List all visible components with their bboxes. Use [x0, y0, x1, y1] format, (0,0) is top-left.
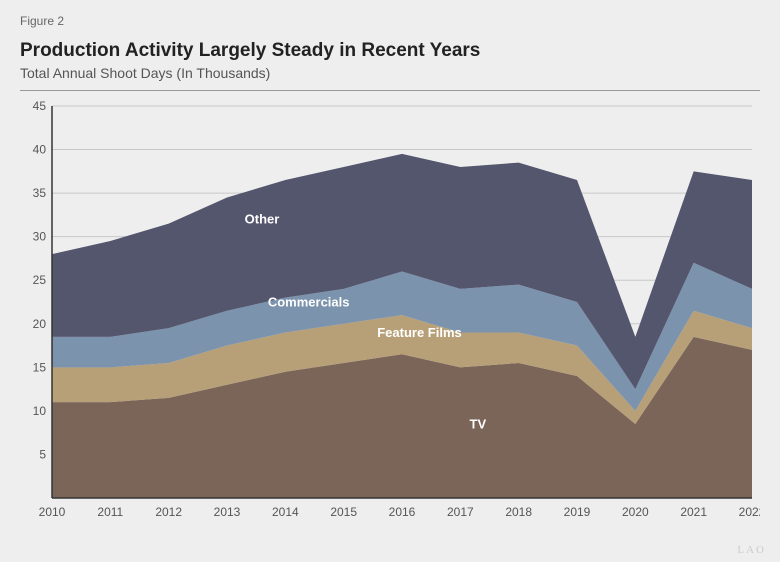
- y-tick-label: 20: [33, 317, 47, 331]
- chart-svg: 5 10 15 20 25 30 35 40 45 TV Feature Films Commerci…: [20, 100, 760, 530]
- y-tick-label: 30: [33, 230, 47, 244]
- x-tick-label: 2019: [564, 505, 591, 519]
- watermark: LAO: [737, 544, 766, 556]
- x-tick-label: 2018: [505, 505, 532, 519]
- y-tick-label: 5: [39, 447, 46, 461]
- x-tick-label: 2010: [39, 505, 66, 519]
- x-tick-label: 2014: [272, 505, 299, 519]
- y-tick-label: 45: [33, 100, 47, 113]
- x-tick-label: 2011: [97, 505, 123, 519]
- y-tick-label: 15: [33, 360, 47, 374]
- x-tick-label: 2021: [680, 505, 707, 519]
- y-tick-label: 25: [33, 273, 47, 287]
- chart-subtitle: Total Annual Shoot Days (In Thousands): [20, 65, 270, 81]
- stacked-area-chart: 5 10 15 20 25 30 35 40 45 TV Feature Films Commerci…: [20, 100, 760, 530]
- x-tick-label: 2022: [739, 505, 760, 519]
- x-tick-label: 2016: [389, 505, 416, 519]
- series-label-other: Other: [245, 212, 280, 227]
- y-tick-label: 40: [33, 143, 47, 157]
- x-tick-label: 2013: [214, 505, 241, 519]
- series-label-commercials: Commercials: [268, 294, 350, 309]
- x-tick-label: 2015: [330, 505, 357, 519]
- x-tick-label: 2020: [622, 505, 649, 519]
- x-tick-label: 2012: [155, 505, 182, 519]
- title-rule: [20, 90, 760, 91]
- figure-label: Figure 2: [20, 14, 64, 28]
- y-tick-label: 10: [33, 404, 47, 418]
- series-label-tv: TV: [470, 416, 487, 431]
- x-tick-label: 2017: [447, 505, 474, 519]
- figure-container: Figure 2 Production Activity Largely Ste…: [0, 0, 780, 562]
- series-label-feature: Feature Films: [377, 325, 462, 340]
- chart-title: Production Activity Largely Steady in Re…: [20, 40, 480, 62]
- y-tick-label: 35: [33, 186, 47, 200]
